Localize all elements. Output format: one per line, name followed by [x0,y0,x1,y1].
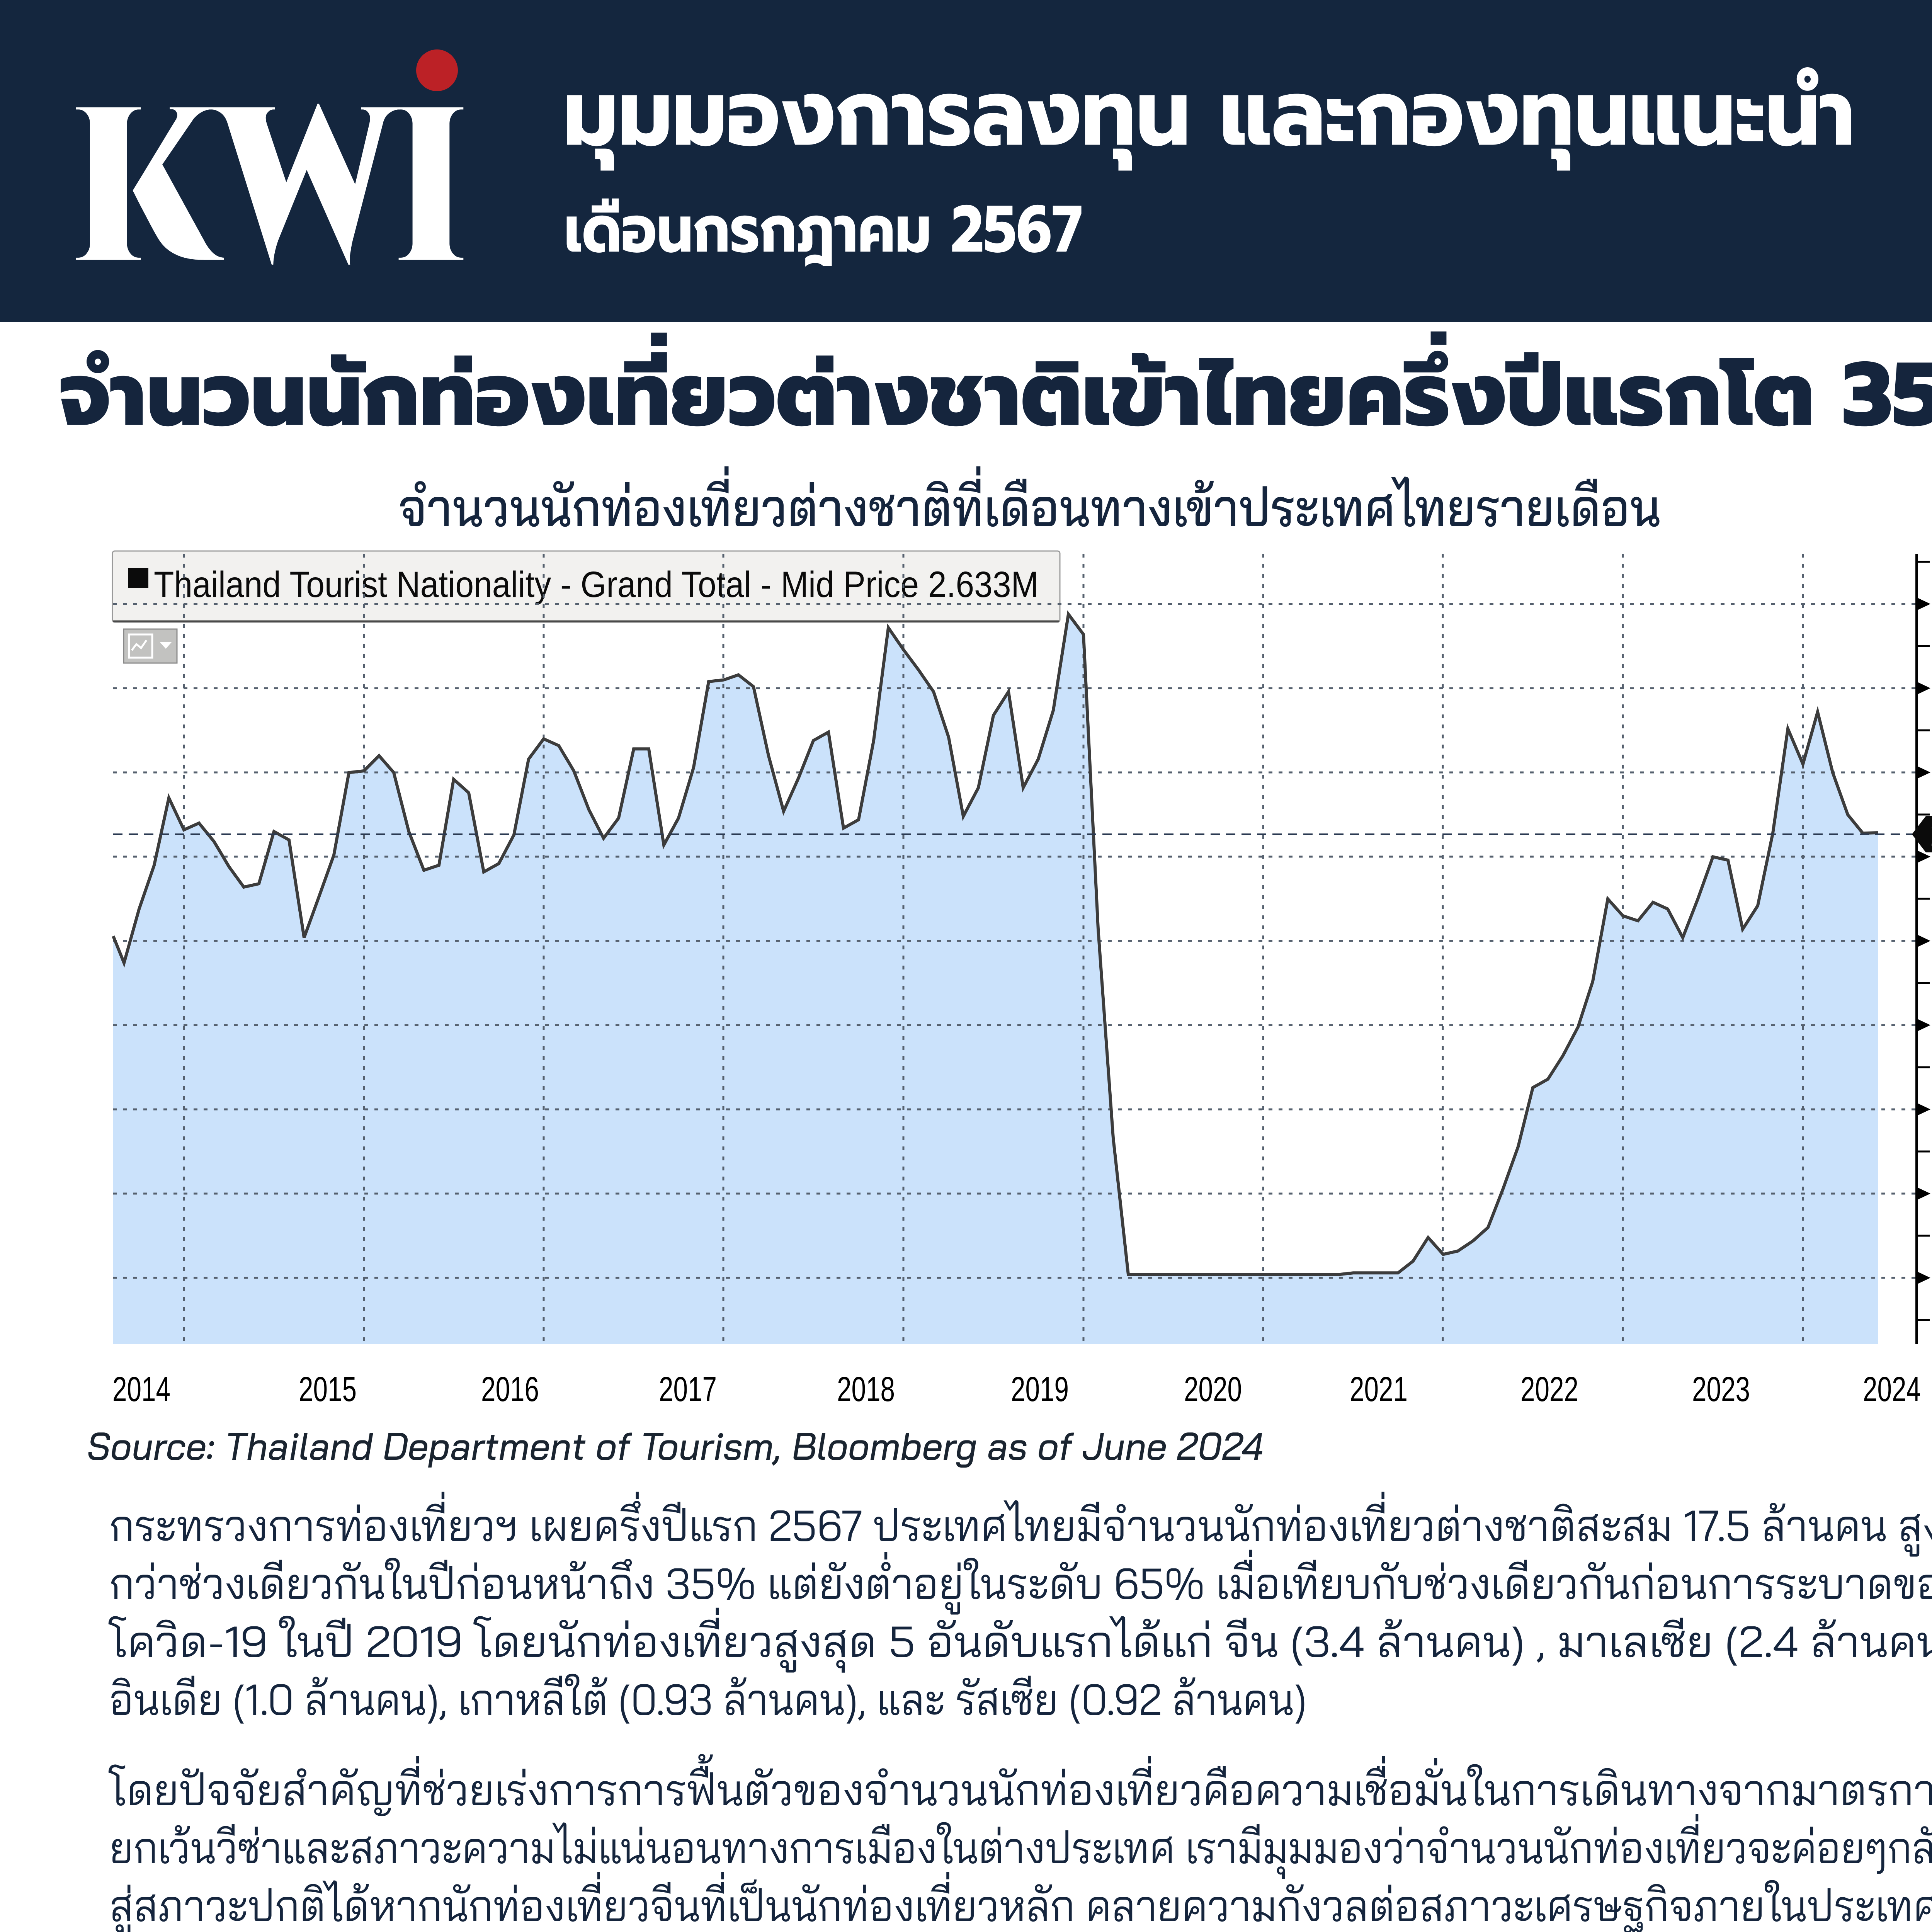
svg-text:2015: 2015 [299,1370,357,1409]
svg-text:2018: 2018 [837,1370,895,1409]
svg-text:2016: 2016 [481,1370,539,1409]
svg-text:2022: 2022 [1520,1370,1578,1409]
svg-text:2014: 2014 [112,1370,170,1409]
svg-text:2019: 2019 [1011,1370,1069,1409]
svg-text:2023: 2023 [1692,1370,1750,1409]
svg-text:2017: 2017 [659,1370,717,1409]
svg-text:2020: 2020 [1184,1370,1242,1409]
svg-text:2021: 2021 [1350,1370,1408,1409]
svg-text:Thailand Tourist Nationality -: Thailand Tourist Nationality - Grand Tot… [154,564,1039,605]
svg-text:2024: 2024 [1863,1370,1921,1409]
svg-text:2.633M: 2.633M [1930,815,1932,854]
